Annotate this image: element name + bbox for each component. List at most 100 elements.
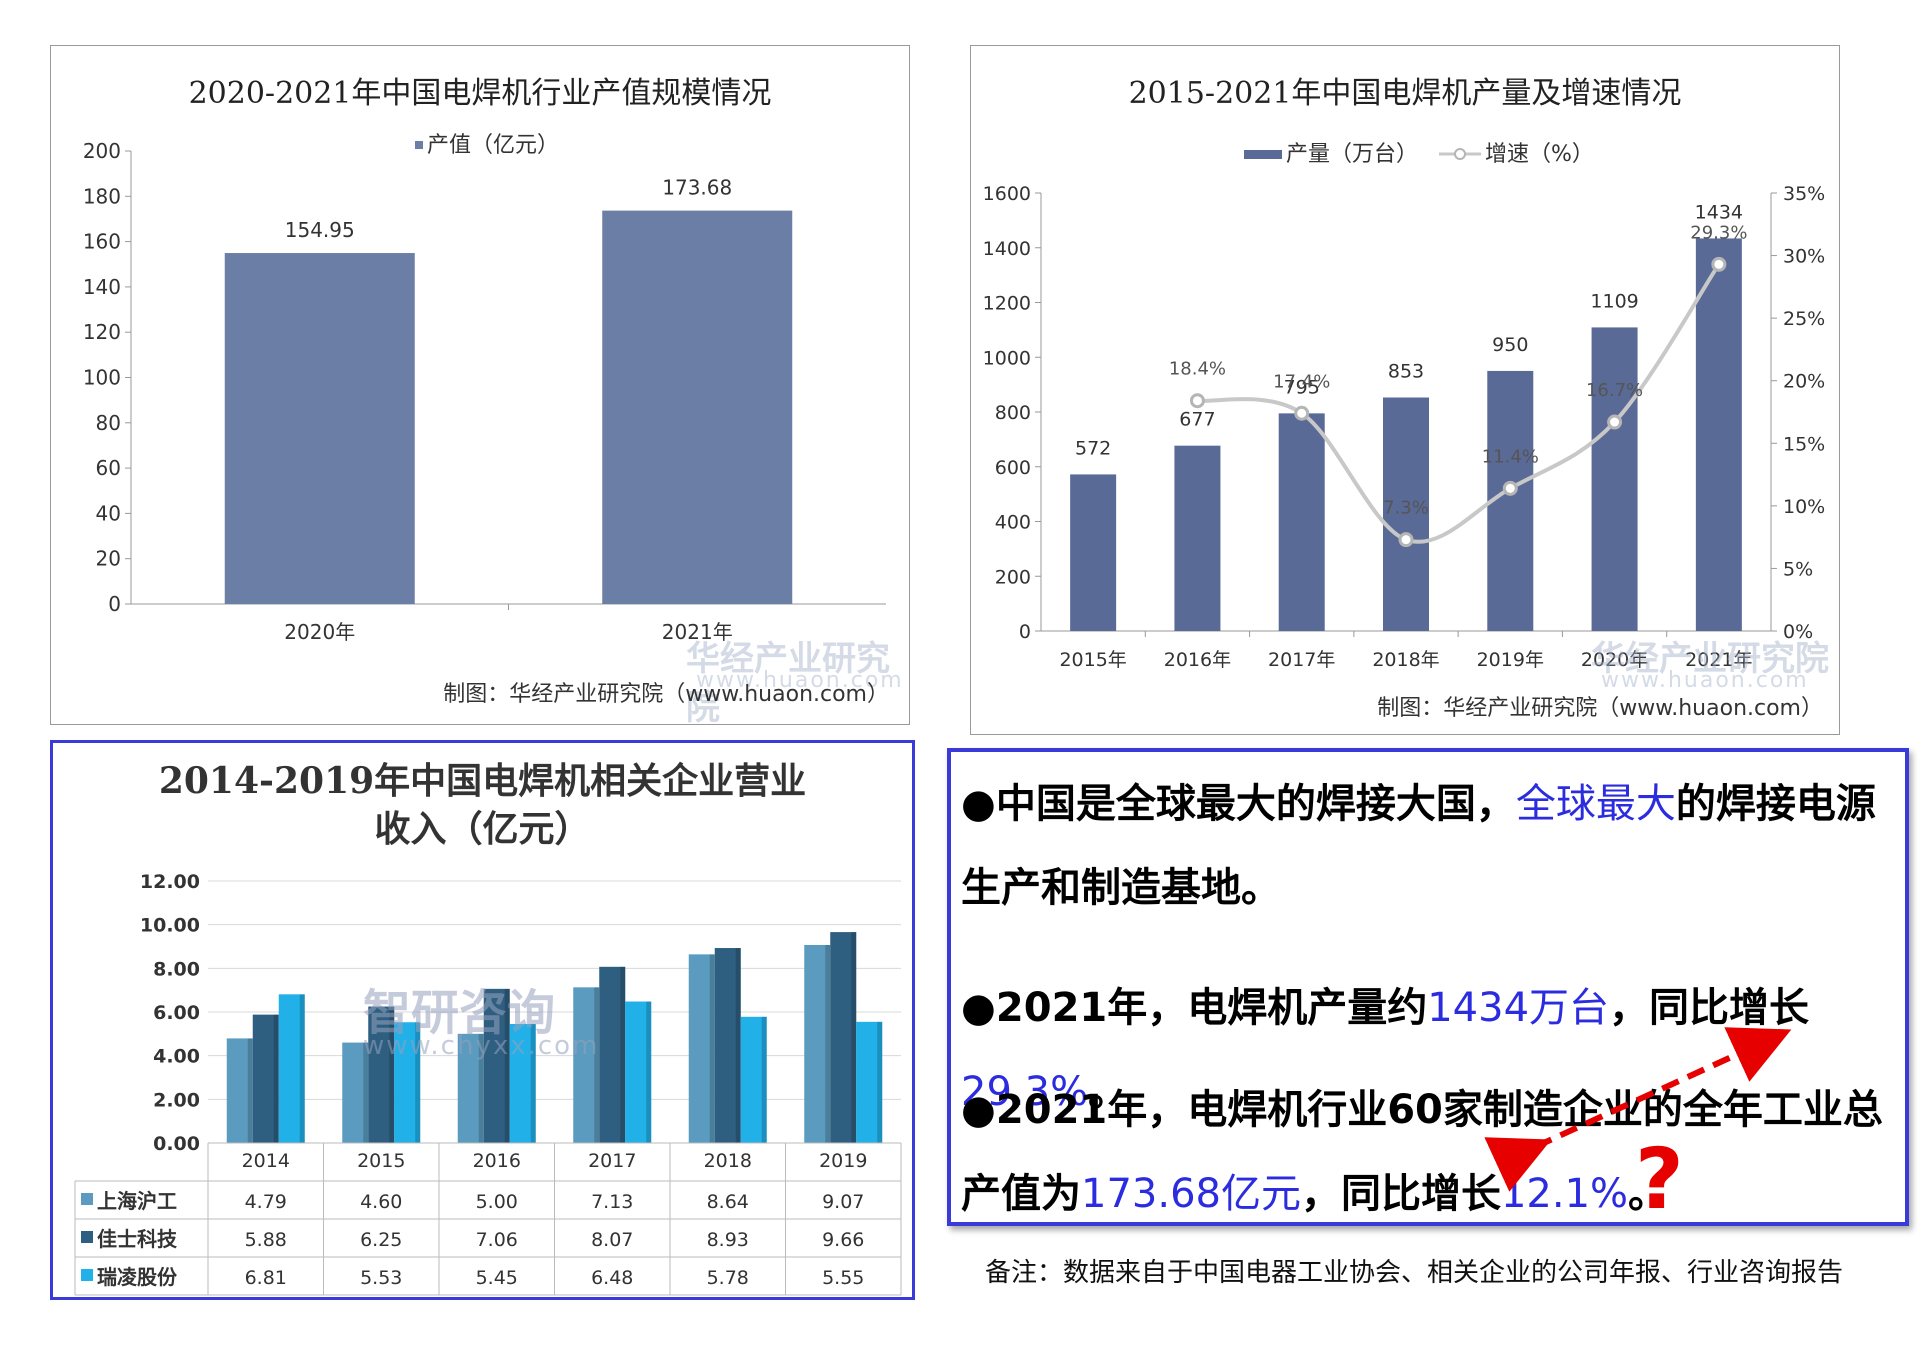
highlight-text: 1434万台 <box>1427 985 1610 1031</box>
bar-shade <box>504 988 510 1143</box>
bullet-text: ，同比增长 <box>1609 985 1810 1031</box>
y2-tick-label: 10% <box>1783 496 1825 518</box>
highlight-text: 29.3% <box>961 1069 1089 1115</box>
growth-point <box>1502 480 1518 496</box>
bar <box>830 932 857 1143</box>
bar <box>804 944 831 1143</box>
legend-label: 上海沪工 <box>97 1189 177 1213</box>
legend-label: 产值（亿元） <box>427 133 559 158</box>
legend-point-swatch <box>1454 148 1466 160</box>
bullet-text: ●中国是全球最大的焊接大国， <box>961 781 1516 827</box>
bar <box>573 987 600 1143</box>
bar <box>224 253 415 604</box>
y-tick-label: 200 <box>83 139 121 163</box>
bar-shade <box>530 1024 536 1143</box>
bar-data-label: 950 <box>1492 334 1528 356</box>
bar-shade <box>415 1022 421 1143</box>
growth-data-label: 29.3% <box>1690 222 1747 243</box>
table-cell: 4.79 <box>245 1191 287 1213</box>
x-tick-label: 2018 <box>704 1150 752 1172</box>
table-cell: 8.64 <box>707 1191 749 1213</box>
bar <box>1174 445 1221 631</box>
bar-shade <box>389 1006 395 1143</box>
bar-shade <box>735 948 741 1143</box>
y-tick-label: 180 <box>83 184 121 208</box>
table-cell: 9.07 <box>822 1191 864 1213</box>
chart-title: 2015-2021年中国电焊机产量及增速情况 <box>1128 76 1682 111</box>
y-tick-label: 0 <box>1019 621 1031 643</box>
bar <box>599 966 626 1143</box>
growth-point <box>1189 393 1205 409</box>
table-cell: 5.45 <box>476 1267 518 1289</box>
x-tick-label: 2015年 <box>1059 649 1126 671</box>
y-tick-label: 800 <box>995 402 1031 424</box>
bar-shade <box>273 1014 279 1143</box>
bar-data-label: 795 <box>1284 376 1320 398</box>
bullet-largest-welding-country: ●中国是全球最大的焊接大国，全球最大的焊接电源生产和制造基地。 <box>961 762 1895 930</box>
y-tick-label: 160 <box>83 230 121 254</box>
revenue-chart: 0.00 2.00 4.00 6.00 8.00 10.00 12.00 2014 2015 20… <box>74 871 902 1296</box>
y2-tick-label: 20% <box>1783 371 1825 393</box>
y-tick-label: 0 <box>108 592 121 616</box>
table-cell: 5.78 <box>707 1267 749 1289</box>
chart-credit: 制图：华经产业研究院（www.huaon.com） <box>443 682 889 707</box>
legend-label: 瑞凌股份 <box>97 1265 178 1289</box>
table-cell: 8.93 <box>707 1229 749 1251</box>
table-cell: 8.07 <box>591 1229 633 1251</box>
bar <box>342 1042 369 1143</box>
bar-shade <box>299 994 305 1143</box>
y-tick-label: 1000 <box>983 347 1031 369</box>
growth-point <box>1294 405 1310 421</box>
y2-tick-label: 0% <box>1783 621 1813 643</box>
bar <box>1487 370 1534 631</box>
highlight-text: 12.1% <box>1500 1171 1629 1217</box>
bar <box>457 1033 484 1143</box>
y-tick-label: 40 <box>96 501 121 525</box>
x-tick-label: 2017 <box>588 1150 636 1172</box>
growth-point <box>1711 256 1727 272</box>
bar <box>252 1014 279 1143</box>
chart-panel-production: 2015-2021年中国电焊机产量及增速情况 0 200 400 600 800 1000… <box>970 45 1840 735</box>
x-tick-label: 2018年 <box>1372 649 1439 671</box>
legend-swatch <box>81 1269 93 1281</box>
table-cell: 6.81 <box>245 1267 287 1289</box>
bullet-text: 的焊接电源生产和制造基地。 <box>961 781 1876 911</box>
y-tick-label: 12.00 <box>140 871 200 893</box>
bar-shade <box>825 944 831 1143</box>
table-cell: 7.06 <box>476 1229 518 1251</box>
bar-shade <box>646 1001 652 1143</box>
bar <box>1695 238 1742 631</box>
bar-shade <box>594 987 600 1143</box>
chart-credit: 制图：华经产业研究院（www.huaon.com） <box>1377 696 1823 721</box>
bar <box>226 1038 253 1143</box>
chart-title: 2014-2019年中国电焊机相关企业营业收入（亿元） <box>158 760 807 850</box>
x-tick-label: 2021年 <box>1685 649 1752 671</box>
x-tick-label: 2015 <box>357 1150 405 1172</box>
bullet-production-2021: ●2021年，电焊机产量约1434万台，同比增长 29.3%。 <box>961 966 1895 1134</box>
table-cell: 5.53 <box>360 1267 402 1289</box>
bar <box>483 988 510 1143</box>
x-tick-label: 2017年 <box>1268 649 1335 671</box>
bar <box>1278 413 1325 631</box>
bar-shade <box>709 954 715 1143</box>
y2-tick-label: 35% <box>1783 183 1825 205</box>
y-tick-label: 1600 <box>983 183 1031 205</box>
bar-data-label: 572 <box>1075 437 1111 459</box>
y-tick-label: 80 <box>96 411 121 435</box>
x-tick-label: 2019 <box>819 1150 867 1172</box>
legend-swatch <box>81 1231 93 1243</box>
bar-shade <box>851 932 857 1143</box>
y-tick-label: 120 <box>83 320 121 344</box>
legend-swatch <box>1244 150 1282 159</box>
y-tick-label: 100 <box>83 366 121 390</box>
x-tick-label: 2021年 <box>662 620 733 644</box>
highlight-text: 173.68亿元 <box>1081 1171 1301 1217</box>
bar-data-label: 853 <box>1388 360 1424 382</box>
y-tick-label: 20 <box>96 547 121 571</box>
bar-shade <box>620 966 626 1143</box>
bullet-text: 。 <box>1088 1069 1129 1115</box>
x-tick-label: 2020年 <box>284 620 355 644</box>
bar <box>278 994 305 1143</box>
y-tick-label: 8.00 <box>153 958 200 980</box>
chart-panel-output-value: 2020-2021年中国电焊机行业产值规模情况 0 20 40 60 80 100 120 1… <box>50 45 910 728</box>
